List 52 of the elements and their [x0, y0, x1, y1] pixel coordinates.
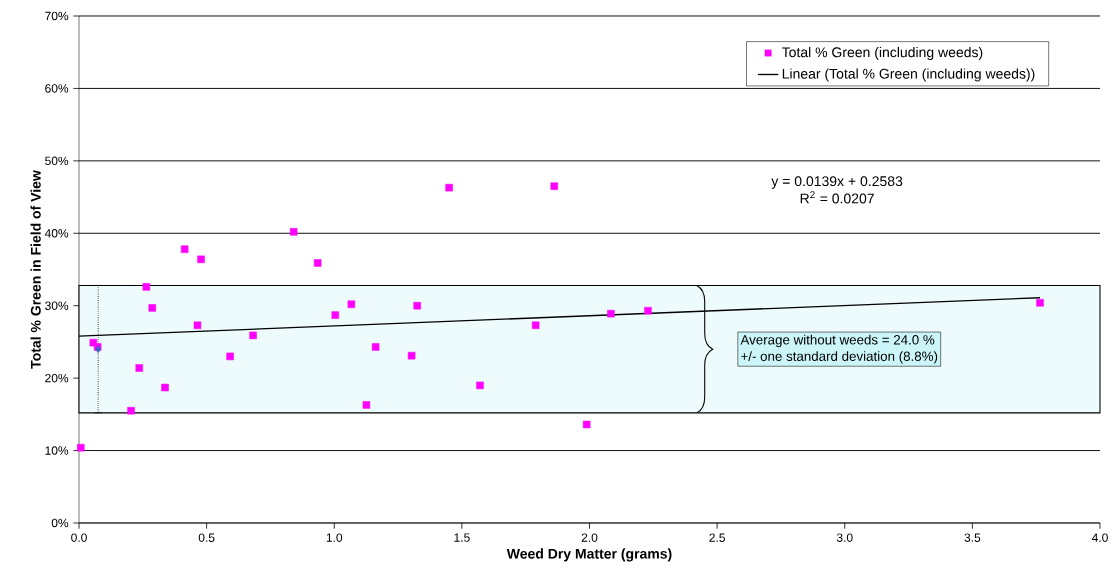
point — [531, 321, 540, 329]
point — [180, 245, 189, 253]
x-tick-label: 2.5 — [709, 533, 725, 542]
point — [371, 343, 380, 351]
point — [550, 182, 559, 190]
x-tick-label: 4.0 — [1091, 533, 1108, 542]
point — [644, 307, 652, 315]
point — [607, 309, 615, 318]
point — [135, 364, 143, 372]
point — [1036, 299, 1044, 307]
point — [226, 352, 234, 361]
point — [413, 301, 421, 310]
point — [77, 443, 85, 452]
point — [582, 420, 591, 429]
annotation: y = 0.0139x + 0.2583 — [771, 176, 903, 189]
y-tick-label: 0% — [51, 518, 69, 528]
point — [249, 331, 257, 340]
y-tick-label: 40% — [44, 229, 69, 238]
point — [347, 300, 356, 308]
point — [313, 259, 322, 267]
point — [127, 406, 135, 415]
point — [197, 255, 205, 264]
annotation: R$^{2}$ = 0.0207 — [800, 191, 874, 204]
x-tick-label: 3.0 — [836, 533, 853, 542]
point — [362, 401, 371, 409]
point — [331, 311, 340, 319]
point — [142, 283, 151, 291]
x-tick-label: 1.5 — [454, 533, 470, 542]
point — [407, 351, 416, 360]
x-tick-label: 2.0 — [581, 533, 598, 542]
point — [148, 304, 156, 312]
y-tick-label: 30% — [45, 301, 69, 310]
legend-label: Linear (Total % Green (including weeds)) — [782, 68, 1035, 82]
x-tick-label: 3.5 — [964, 533, 981, 542]
band-label: Average without weeds = 24.0 % — [740, 334, 935, 348]
point — [161, 383, 169, 392]
legend-label: Total % Green (including weeds) — [781, 46, 983, 60]
point — [445, 183, 453, 192]
y-axis-title: Total % Green in Field of View — [30, 170, 41, 369]
x-axis-title: Weed Dry Matter (grams) — [506, 548, 672, 562]
y-tick-label: 10% — [45, 446, 69, 455]
y-tick-label: 60% — [45, 84, 69, 93]
point — [476, 381, 484, 390]
x-tick-label: 0.0 — [71, 533, 87, 542]
y-tick-label: 20% — [45, 373, 69, 383]
x-tick-label: 0.5 — [198, 533, 215, 542]
annotation: +/- one standard deviation (8.8%) — [741, 351, 938, 364]
point — [193, 321, 202, 329]
point — [289, 228, 298, 236]
x-tick-label: 1.0 — [326, 533, 343, 542]
y-tick-label: 50% — [45, 156, 69, 166]
y-tick-label: 70% — [45, 11, 69, 21]
